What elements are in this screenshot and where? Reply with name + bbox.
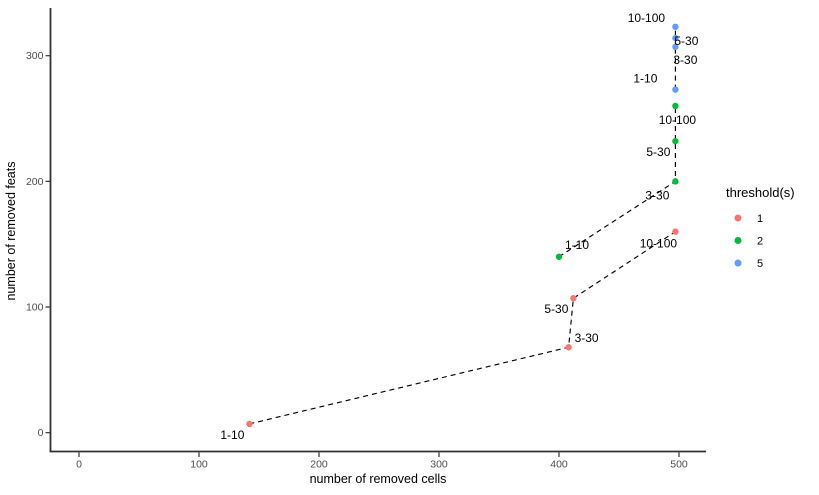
y-tick-label: 0 xyxy=(38,427,44,439)
legend-entry-label: 5 xyxy=(757,258,763,270)
data-points-layer xyxy=(246,23,679,428)
data-point xyxy=(672,102,679,110)
connector-lines-layer xyxy=(249,26,676,425)
point-label: 5-30 xyxy=(674,34,698,48)
x-tick-label: 0 xyxy=(76,459,82,471)
data-point xyxy=(672,228,679,235)
legend-key-dot xyxy=(734,259,742,267)
legend-key-dot xyxy=(734,214,742,222)
data-point xyxy=(672,178,679,185)
data-point xyxy=(672,34,679,42)
data-point xyxy=(555,253,563,260)
point-label: 10-100 xyxy=(659,113,697,127)
point-label: 10-100 xyxy=(640,237,678,251)
y-axis-title: number of removed feats xyxy=(4,162,18,301)
data-point xyxy=(672,86,679,93)
point-label: 1-10 xyxy=(633,72,657,86)
point-labels-layer: 1-10 3-30 5-30 10-100 1-10 3-30 5-30 10-100 1-10… xyxy=(220,11,698,442)
point-label: 1-10 xyxy=(220,428,244,442)
point-label: 1-10 xyxy=(565,238,589,252)
x-tick-label: 200 xyxy=(310,459,328,471)
series-connector-line xyxy=(249,231,676,425)
point-label: 5-30 xyxy=(646,145,670,159)
x-tick-label: 400 xyxy=(550,459,568,471)
point-label: 3-30 xyxy=(645,188,669,202)
legend-entry-label: 1 xyxy=(757,213,763,225)
y-tick-label: 200 xyxy=(26,176,44,188)
legend-items-layer: 1 2 5 xyxy=(734,213,763,270)
legend-key-dot xyxy=(734,237,742,244)
data-point xyxy=(672,23,679,30)
data-point xyxy=(672,137,679,145)
series-connector-line xyxy=(558,105,676,258)
point-label: 10-100 xyxy=(628,11,666,25)
data-point xyxy=(246,420,253,428)
y-tick-label: 100 xyxy=(26,302,44,314)
x-tick-label: 100 xyxy=(190,459,208,471)
data-point xyxy=(672,43,679,51)
point-label: 5-30 xyxy=(544,302,568,316)
point-label: 3-30 xyxy=(673,53,697,67)
legend-title: threshold(s) xyxy=(726,185,795,200)
data-point xyxy=(570,295,577,302)
axes-layer: 0 100 200 300 400 500 0 100 200 300 xyxy=(26,8,706,471)
x-axis-title: number of removed cells xyxy=(310,472,447,486)
x-tick-label: 300 xyxy=(430,459,448,471)
y-tick-label: 300 xyxy=(26,50,44,62)
data-point xyxy=(565,344,572,351)
point-label: 3-30 xyxy=(575,331,599,345)
legend-entry-label: 2 xyxy=(757,235,763,247)
x-tick-label: 500 xyxy=(670,459,688,471)
